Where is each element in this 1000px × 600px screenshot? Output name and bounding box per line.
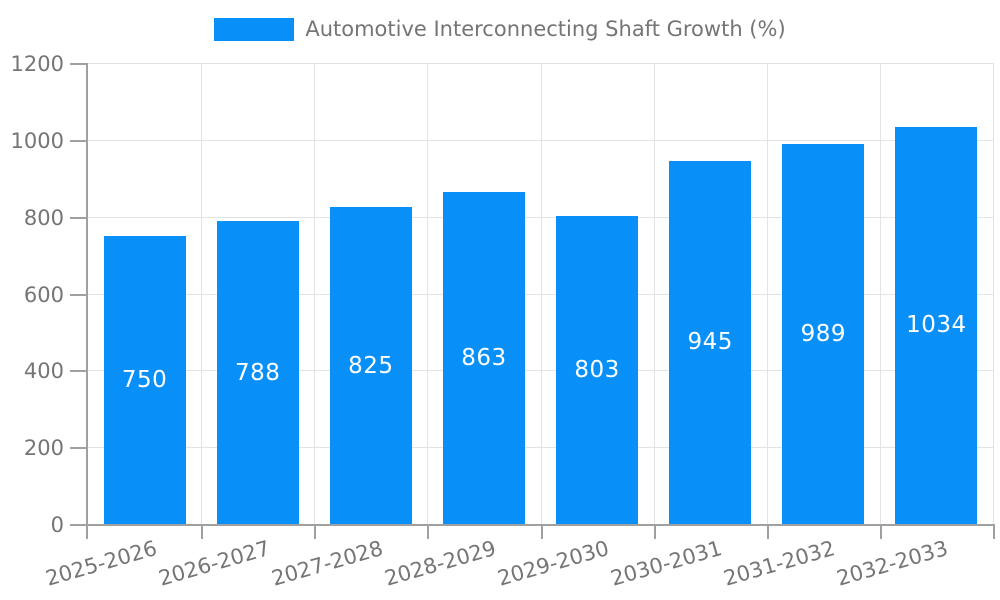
bar-value-label: 750 bbox=[121, 366, 168, 393]
y-tick-label: 1000 bbox=[10, 128, 64, 153]
legend-swatch bbox=[214, 17, 295, 41]
bar-value-label: 788 bbox=[234, 359, 281, 386]
bar-value-label: 825 bbox=[348, 352, 394, 379]
y-axis-tick bbox=[70, 63, 88, 65]
bar bbox=[782, 144, 865, 524]
y-axis-tick bbox=[70, 216, 88, 219]
gridline-vertical bbox=[314, 63, 316, 524]
gridline-vertical bbox=[427, 63, 429, 524]
bar bbox=[895, 126, 978, 524]
legend: Automotive Interconnecting Shaft Growth … bbox=[0, 17, 1000, 41]
bar-value-label: 989 bbox=[800, 321, 847, 348]
x-axis-line bbox=[86, 524, 993, 526]
x-axis-tick bbox=[86, 524, 88, 539]
bar-value-label: 803 bbox=[574, 356, 620, 383]
x-axis-tick bbox=[766, 524, 769, 539]
y-tick-label: 0 bbox=[50, 513, 64, 537]
bar-value-label: 1034 bbox=[906, 312, 967, 339]
bar bbox=[103, 235, 186, 524]
bar-value-label: 863 bbox=[461, 345, 507, 372]
x-axis-tick bbox=[427, 524, 430, 539]
bar bbox=[216, 221, 299, 524]
bar bbox=[556, 215, 639, 524]
y-tick-label: 1200 bbox=[10, 52, 64, 76]
legend-label: Automotive Interconnecting Shaft Growth … bbox=[305, 17, 786, 41]
y-axis-tick bbox=[70, 293, 88, 296]
y-tick-label: 600 bbox=[23, 282, 64, 307]
gridline-vertical bbox=[993, 63, 994, 524]
y-tick-label: 400 bbox=[23, 359, 64, 384]
y-tick-label: 200 bbox=[23, 436, 64, 461]
y-axis-tick bbox=[70, 524, 88, 526]
gridline-vertical bbox=[653, 63, 655, 524]
bar bbox=[329, 207, 412, 524]
x-axis-tick bbox=[879, 524, 882, 539]
bar bbox=[669, 160, 752, 524]
bar bbox=[442, 192, 525, 524]
x-axis-tick bbox=[540, 524, 543, 539]
gridline-vertical bbox=[540, 63, 542, 524]
x-axis-tick bbox=[993, 524, 995, 539]
x-axis-tick bbox=[314, 524, 317, 539]
bar-value-label: 945 bbox=[687, 329, 733, 356]
y-tick-label: 800 bbox=[23, 205, 64, 230]
gridline-vertical bbox=[879, 63, 881, 524]
y-axis-tick bbox=[70, 447, 88, 450]
y-axis-tick bbox=[70, 139, 88, 142]
gridline-vertical bbox=[201, 63, 203, 524]
x-axis-tick bbox=[201, 524, 204, 539]
x-axis-tick bbox=[653, 524, 656, 539]
gridline-vertical bbox=[766, 63, 768, 524]
y-axis-tick bbox=[70, 370, 88, 373]
